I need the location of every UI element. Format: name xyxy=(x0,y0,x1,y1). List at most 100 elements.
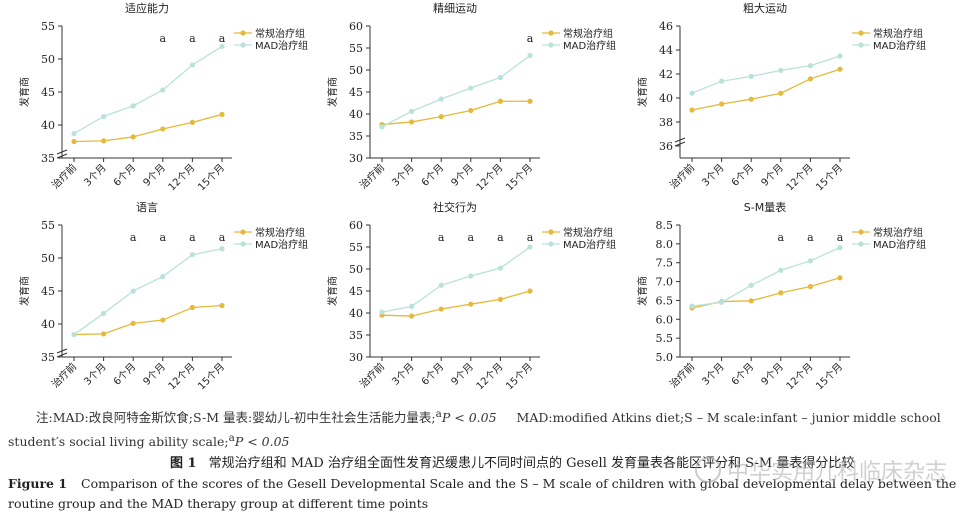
data-point-conventional xyxy=(807,76,814,82)
caption-cn-label: 图 1 xyxy=(170,456,197,471)
data-point-mad xyxy=(778,67,784,73)
legend-label-conventional: 常规治疗组 xyxy=(563,27,613,40)
chart-title: 社交行为 xyxy=(433,200,477,214)
y-tick-label: 60 xyxy=(349,219,363,232)
y-tick-label: 55 xyxy=(41,20,55,33)
data-point-conventional xyxy=(837,66,843,72)
axis-break-mark xyxy=(56,153,68,159)
series-line-mad xyxy=(73,248,223,336)
x-tick-label: 6个月 xyxy=(729,361,756,388)
chart-title: S-M量表 xyxy=(744,200,786,214)
caption-en: Figure 1 Comparison of the scores of the … xyxy=(8,474,968,514)
data-point-mad xyxy=(748,282,754,288)
data-point-mad xyxy=(101,113,107,120)
data-point-mad xyxy=(527,244,533,250)
data-point-conventional xyxy=(71,138,77,145)
x-tick-label: 12个月 xyxy=(474,162,506,194)
data-point-mad xyxy=(379,124,385,130)
x-tick-label: 9个月 xyxy=(141,162,168,189)
series-line-conventional xyxy=(381,100,530,126)
legend-label-mad: MAD治疗组 xyxy=(563,238,616,251)
x-tick-label: 12个月 xyxy=(784,162,816,194)
data-point-conventional xyxy=(837,275,843,281)
y-tick-label: 5.0 xyxy=(656,351,674,364)
data-point-conventional xyxy=(468,301,474,307)
note-p-1: P < 0.05 xyxy=(441,410,497,426)
y-tick-label: 6.0 xyxy=(656,313,674,326)
legend-marker-conventional xyxy=(858,229,864,235)
significance-mark: a xyxy=(837,231,844,244)
legend-marker-conventional xyxy=(240,30,246,36)
y-tick-label: 8.5 xyxy=(656,219,674,232)
note-en: MAD:modified Atkins diet;S – M scale:inf… xyxy=(8,410,941,450)
y-tick-label: 8.0 xyxy=(656,238,674,251)
caption-cn-text: 常规治疗组和 MAD 治疗组全面性发育迟缓患儿不同时间点的 Gesell 发育量… xyxy=(208,456,855,471)
data-point-mad xyxy=(497,265,503,271)
axis-break-mark xyxy=(56,348,68,354)
y-tick-label: 40 xyxy=(41,119,55,132)
significance-mark: a xyxy=(189,231,196,244)
x-tick-label: 6个月 xyxy=(729,162,756,189)
x-tick-label: 3个月 xyxy=(700,361,727,388)
y-axis-label: 发育商 xyxy=(326,77,339,107)
wechat-icon xyxy=(694,457,721,483)
data-point-conventional xyxy=(130,320,136,326)
x-tick-label: 6个月 xyxy=(419,361,446,388)
data-point-mad xyxy=(409,108,415,114)
data-point-conventional xyxy=(778,290,784,296)
caption-en-label: Figure 1 xyxy=(8,476,68,491)
y-tick-label: 40 xyxy=(349,307,363,320)
legend-label-mad: MAD治疗组 xyxy=(563,39,616,52)
legend-marker-conventional xyxy=(548,30,554,36)
x-tick-label: 治疗前 xyxy=(357,360,387,390)
legend-label-conventional: 常规治疗组 xyxy=(563,226,613,239)
chart-title: 精细运动 xyxy=(433,2,477,15)
y-tick-label: 6.5 xyxy=(656,294,674,307)
y-tick-label: 35 xyxy=(349,130,363,143)
data-point-conventional xyxy=(219,302,225,309)
data-point-mad xyxy=(719,299,725,305)
x-tick-label: 9个月 xyxy=(759,162,786,189)
data-point-mad xyxy=(409,303,415,309)
y-tick-label: 55 xyxy=(349,42,363,55)
y-tick-label: 38 xyxy=(659,116,673,129)
data-point-conventional xyxy=(689,107,695,113)
caption-cn: 图 1 常规治疗组和 MAD 治疗组全面性发育迟缓患儿不同时间点的 Gesell … xyxy=(170,452,854,471)
legend-label-mad: MAD治疗组 xyxy=(255,238,308,251)
chart-title: 语言 xyxy=(136,201,158,214)
data-point-conventional xyxy=(497,296,503,302)
y-tick-label: 45 xyxy=(349,86,363,99)
x-tick-label: 15个月 xyxy=(813,162,845,194)
data-point-conventional xyxy=(409,119,415,125)
y-axis-label: 发育商 xyxy=(636,276,649,306)
significance-mark: a xyxy=(130,231,137,244)
x-tick-label: 治疗前 xyxy=(357,161,387,191)
data-point-conventional xyxy=(189,304,195,311)
significance-mark: a xyxy=(527,32,534,45)
significance-mark: a xyxy=(807,231,814,244)
x-tick-label: 3个月 xyxy=(700,162,727,189)
legend-marker-mad xyxy=(858,42,864,48)
y-tick-label: 30 xyxy=(349,152,363,165)
data-point-mad xyxy=(160,87,166,93)
data-point-mad xyxy=(219,43,225,50)
data-point-mad xyxy=(189,252,195,258)
significance-mark: a xyxy=(160,231,167,244)
chart-title: 适应能力 xyxy=(125,1,169,15)
legend-marker-mad xyxy=(858,241,864,247)
legend-marker-conventional xyxy=(548,229,554,235)
legend-marker-mad xyxy=(548,241,554,247)
series-line-conventional xyxy=(73,304,223,336)
data-point-conventional xyxy=(527,288,533,294)
axis-break-mark xyxy=(674,137,686,143)
x-tick-label: 12个月 xyxy=(166,162,198,194)
significance-mark: a xyxy=(219,231,226,244)
data-point-mad xyxy=(130,288,136,294)
data-point-mad xyxy=(101,310,107,317)
x-tick-label: 9个月 xyxy=(449,162,476,189)
